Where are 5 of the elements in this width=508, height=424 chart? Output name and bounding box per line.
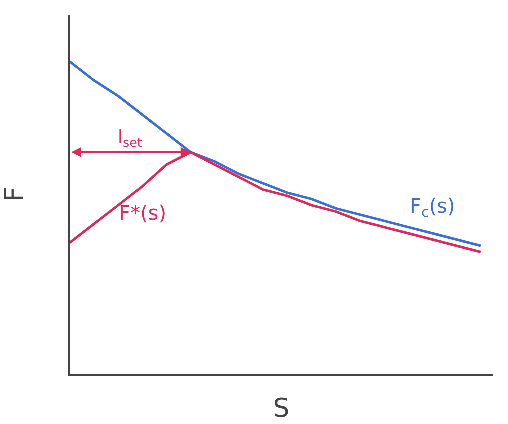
y-axis-title: F <box>0 187 30 202</box>
annotation: l$_{set}$ <box>118 127 142 150</box>
series-label: F$_{c}$(s) <box>410 194 456 222</box>
series-label: F*(s) <box>119 201 167 225</box>
x-axis-title: S <box>273 394 290 424</box>
